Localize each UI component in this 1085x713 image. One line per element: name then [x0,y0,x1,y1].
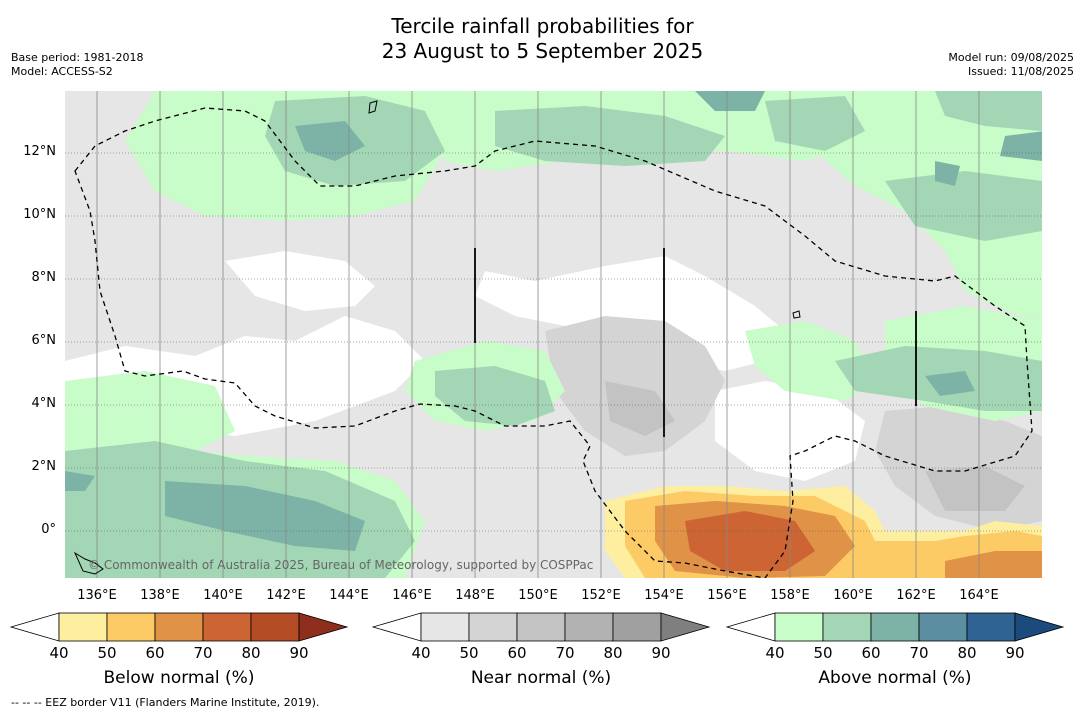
below-normal-areas [605,486,1042,578]
base-period-text: Base period: 1981-2018 [11,51,144,64]
eez-border [74,107,1033,578]
colorbar-segment [154,612,204,642]
cb-above-tick-60: 60 [861,644,881,662]
colorbar-extend-high [298,612,349,642]
colorbar-below-normal [9,611,350,701]
colorbar-segment [966,612,1016,642]
x-tick-142e: 142°E [266,588,306,603]
y-tick-10n: 10°N [23,207,56,222]
colorbar-segment [58,612,108,642]
meridians [96,91,980,578]
y-tick-4n: 4°N [31,396,57,411]
x-tick-154e: 154°E [644,588,684,603]
colorbar-extend-low [9,612,60,642]
model-text: Model: ACCESS-S2 [11,65,113,78]
map-canvas [65,91,1042,578]
cb-below-tick-70: 70 [193,644,213,662]
eez-footnote: -- -- -- EEZ border V11 (Flanders Marine… [11,696,320,709]
x-tick-144e: 144°E [329,588,369,603]
cb-below-tick-60: 60 [145,644,165,662]
map-title: Tercile rainfall probabilities for 23 Au… [0,14,1085,64]
x-tick-136e: 136°E [77,588,117,603]
x-tick-150e: 150°E [518,588,558,603]
colorbar-below-swatches [9,612,349,642]
cb-near-tick-60: 60 [507,644,527,662]
cb-near-tick-40: 40 [411,644,431,662]
x-tick-140e: 140°E [203,588,243,603]
x-tick-148e: 148°E [455,588,495,603]
colorbar-segment [468,612,518,642]
colorbar-segment [250,612,300,642]
x-tick-158e: 158°E [770,588,810,603]
probability-map [65,91,1042,578]
cb-above-tick-80: 80 [957,644,977,662]
cb-above-tick-70: 70 [909,644,929,662]
x-tick-156e: 156°E [707,588,747,603]
base-period-info: Base period: 1981-2018 Model: ACCESS-S2 [11,51,143,79]
y-tick-12n: 12°N [23,144,56,159]
colorbar-segment [564,612,614,642]
title-line-1: Tercile rainfall probabilities for [391,14,694,38]
cb-below-tick-90: 90 [289,644,309,662]
y-tick-0: 0° [41,522,56,537]
cb-above-tick-90: 90 [1005,644,1025,662]
colorbar-segment [106,612,156,642]
near-normal-50-areas [545,316,1042,531]
cb-near-tick-50: 50 [459,644,479,662]
colorbar-segment [202,612,252,642]
above-normal-label: Above normal (%) [818,668,972,688]
colorbar-extend-low [371,612,422,642]
x-tick-160e: 160°E [833,588,873,603]
colorbar-near-normal [371,611,712,701]
y-tick-8n: 8°N [31,270,57,285]
colorbar-near-swatches [371,612,711,642]
x-tick-146e: 146°E [392,588,432,603]
colorbar-segment [822,612,872,642]
above-normal-70-areas [65,91,1042,551]
below-normal-label: Below normal (%) [103,668,255,688]
cb-above-tick-40: 40 [765,644,785,662]
model-run-info: Model run: 09/08/2025 Issued: 11/08/2025 [948,51,1074,79]
colorbar-extend-high [660,612,711,642]
colorbar-segment [870,612,920,642]
title-line-2: 23 August to 5 September 2025 [381,39,704,63]
colorbar-segment [612,612,662,642]
x-tick-152e: 152°E [581,588,621,603]
colorbar-segment [774,612,824,642]
colorbar-above-swatches [725,612,1065,642]
near-normal-label: Near normal (%) [470,668,612,688]
colorbar-segment [420,612,470,642]
issued-text: Issued: 11/08/2025 [967,65,1074,78]
colorbar-above-normal [725,611,1066,701]
copyright-text: © Commonwealth of Australia 2025, Bureau… [88,558,594,572]
colorbar-extend-low [725,612,776,642]
cb-below-tick-40: 40 [49,644,69,662]
y-tick-6n: 6°N [31,333,57,348]
cb-below-tick-50: 50 [97,644,117,662]
cb-near-tick-90: 90 [651,644,671,662]
cb-near-tick-70: 70 [555,644,575,662]
island-lines [474,248,917,437]
cb-near-tick-80: 80 [603,644,623,662]
cb-below-tick-80: 80 [241,644,261,662]
coastlines [73,100,801,575]
x-tick-138e: 138°E [140,588,180,603]
colorbar-segment [516,612,566,642]
x-tick-164e: 164°E [959,588,999,603]
y-tick-2n: 2°N [31,459,57,474]
x-tick-162e: 162°E [896,588,936,603]
colorbar-segment [918,612,968,642]
model-run-text: Model run: 09/08/2025 [948,51,1074,64]
colorbar-extend-high [1014,612,1065,642]
cb-above-tick-50: 50 [813,644,833,662]
graticule [65,152,1042,532]
